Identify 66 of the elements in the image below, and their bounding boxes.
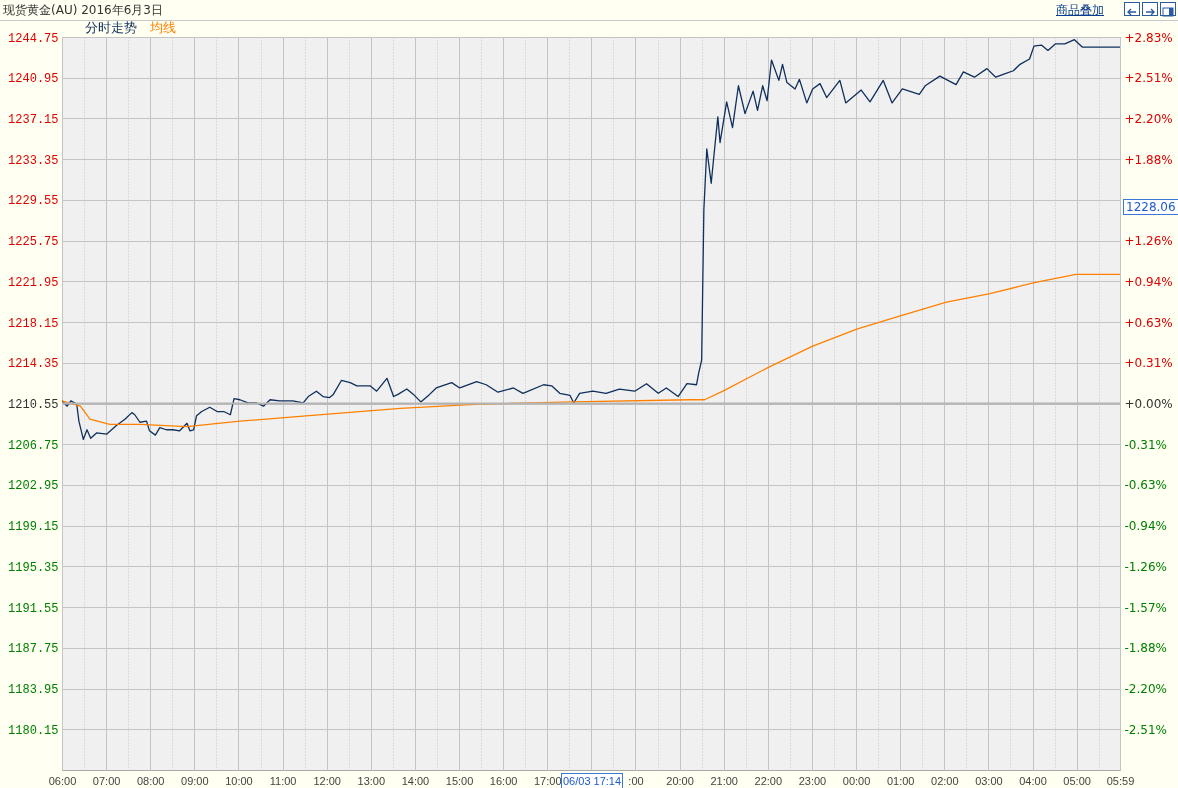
x-tick-label: 05:59 [1106,774,1135,787]
y2-tick-label: +2.83% [1124,30,1173,45]
y-tick-label: 1195.35 [8,560,59,575]
y2-tick-label: -2.51% [1124,722,1167,737]
text: 商品叠加 [1056,2,1104,19]
x-tick-label: 07:00 [92,774,121,787]
y2-tick-label: -1.88% [1124,641,1167,656]
x-tick-label: 20:00 [666,774,694,787]
x-tick-label: 16:00 [489,774,518,787]
x-tick-label: 12:00 [313,774,341,787]
chart-title: 现货黄金(AU) 2016年6月3日 [3,2,163,19]
y-tick-label: 1240.95 [8,72,59,87]
x-tick-label: 01:00 [886,774,915,787]
x-tick-label: 17:00 [533,774,562,787]
x-tick-label: 14:00 [401,774,430,787]
y-tick-label: 1180.15 [8,723,59,738]
y2-tick-label: +0.00% [1124,397,1173,411]
text: 分时走势 [85,19,137,35]
y2-tick-label: +0.94% [1124,274,1173,289]
y-tick-label: 1237.15 [8,112,59,127]
x-tick-label: 05:00 [1063,774,1091,787]
y-tick-label: 1233.35 [8,153,59,168]
y-tick-label: 1225.75 [8,235,59,250]
y-tick-label: 1183.95 [8,683,59,698]
y2-tick-label: -1.26% [1124,559,1167,574]
y-tick-label: 1202.95 [8,479,59,494]
y2-tick-label: -0.94% [1124,519,1167,534]
y-tick-label: 1229.55 [8,194,59,209]
y2-tick-label: -2.20% [1124,682,1167,697]
x-tick-label: 13:00 [357,774,386,787]
y2-tick-label: +0.31% [1124,356,1173,371]
y-tick-label: 1210.55 [8,398,59,412]
y-tick-label: 1214.35 [8,357,59,372]
x-tick-label: 00:00 [842,774,871,787]
y2-tick-label: -0.31% [1124,437,1167,452]
y-tick-label: 1218.15 [8,316,59,331]
x-tick-label: 02:00 [931,774,959,787]
x-tick-label: 11:00 [269,774,297,787]
y2-tick-label: +1.88% [1124,152,1173,167]
x-tick-label: 10:00 [225,774,253,787]
x-tick-label: 21:00 [710,774,738,787]
y2-tick-label: +2.51% [1124,71,1173,86]
line-series [62,273,1120,428]
y-tick-label: 1199.15 [8,520,59,535]
y-tick-label: 1187.75 [8,642,59,657]
x-tick-label: 06:00 [48,774,77,787]
y-tick-label: 1206.75 [8,438,59,453]
y-tick-label: 1221.95 [8,275,59,290]
x-tick-label: 03:00 [975,774,1003,787]
y2-tick-label: +0.63% [1124,315,1173,330]
y-tick-label: 1191.55 [8,601,59,616]
x-tick-label: 09:00 [181,774,209,787]
text: 均线 [149,19,176,35]
x-tick-label: 22:00 [754,774,783,787]
text: 06/03 17:14 [561,773,624,788]
y2-tick-label: -1.57% [1124,600,1167,615]
y-tick-label: 1244.75 [8,31,59,46]
text: 1228.06 [1123,199,1178,215]
x-tick-label: 04:00 [1019,774,1047,787]
y2-tick-label: +1.26% [1124,234,1173,249]
x-tick-label: 08:00 [136,774,165,787]
y2-tick-label: -0.63% [1124,478,1167,493]
x-tick-label: 15:00 [445,774,474,787]
y2-tick-label: +2.20% [1124,111,1173,126]
x-tick-label: 23:00 [798,774,827,787]
x-tick-label: :00 [628,774,644,787]
